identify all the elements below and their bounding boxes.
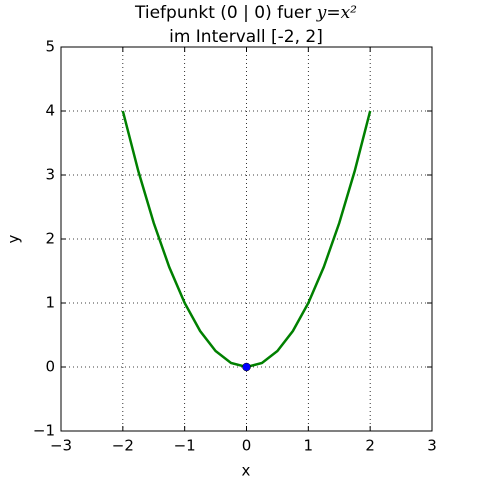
title-text: Tiefpunkt (0 | 0) fuer [134,3,311,23]
y-tick-label: 4 [45,102,55,120]
y-tick-label: 1 [45,294,55,312]
x-tick-label: 3 [427,437,437,455]
x-tick-label: 0 [242,437,252,455]
x-tick-label: 2 [365,437,375,455]
x-tick-label: −2 [112,437,134,455]
x-axis-label: x [242,462,251,480]
point [242,362,251,372]
y-tick-label: 2 [45,230,55,248]
chart-title: Tiefpunkt (0 | 0) fuer y=x² [134,3,357,24]
x-tick-label: −3 [50,437,72,455]
chart-subtitle: im Intervall [-2, 2] [169,27,323,47]
y-tick-label: 0 [45,358,55,376]
y-tick-label: −1 [33,422,55,440]
plot-frame [60,46,433,432]
y-tick-label: 5 [45,38,55,56]
x-tick-label: 1 [304,437,314,455]
y-tick-label: 3 [45,166,55,184]
y-axis-label: y [5,234,23,243]
title-math: y=x² [316,3,357,23]
x-tick-label: −1 [174,437,196,455]
